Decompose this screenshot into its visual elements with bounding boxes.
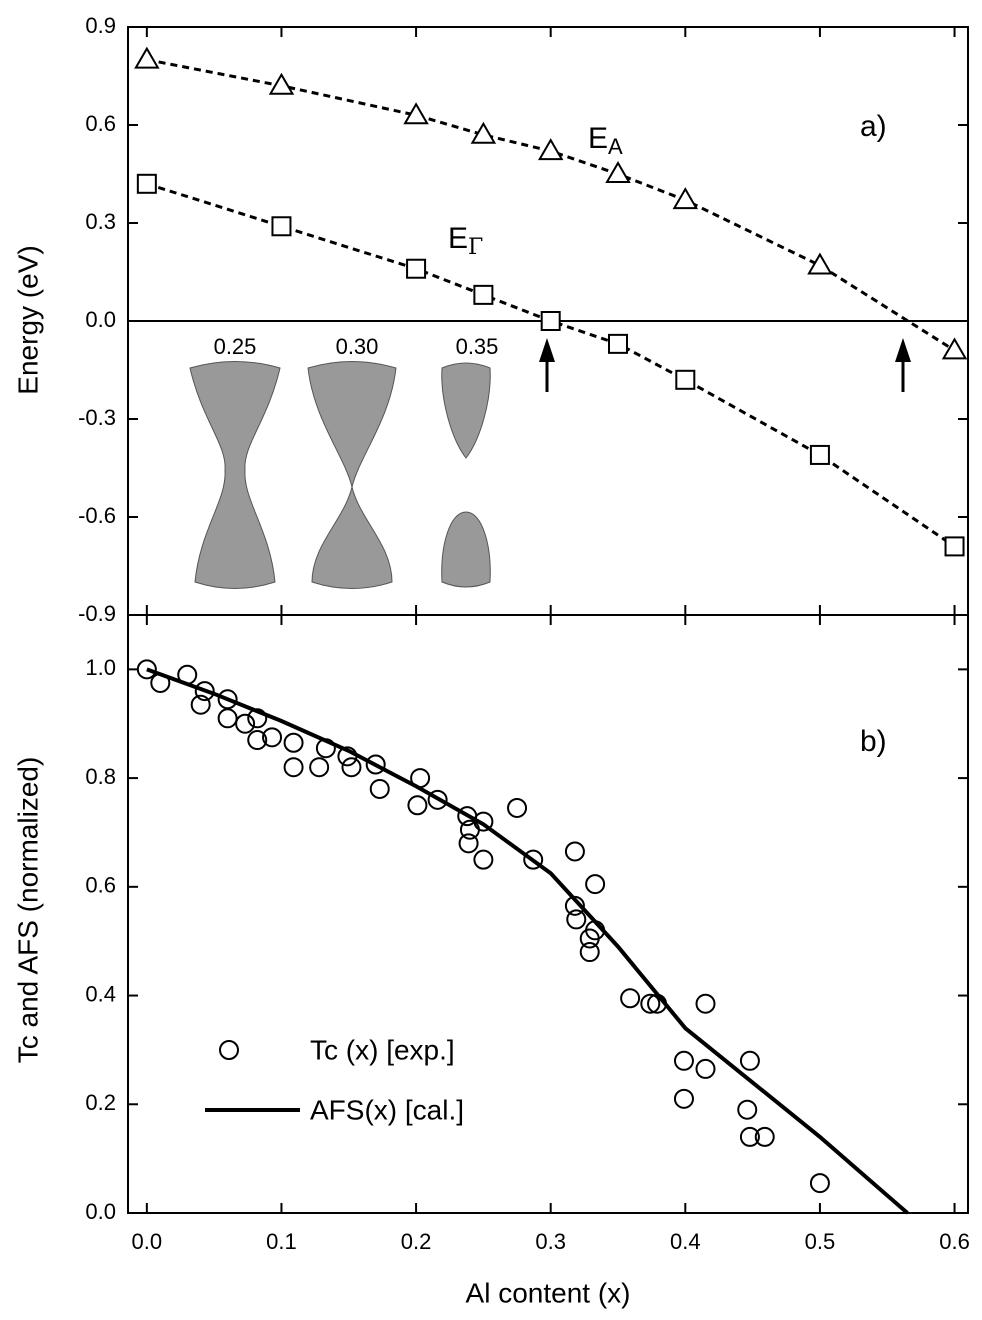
triangle-marker [403,102,429,125]
legend-label: AFS(x) [cal.] [310,1094,464,1125]
circle-marker [585,874,606,895]
y-tick-label: 0.9 [85,13,116,38]
circle-marker [190,694,211,715]
circle-marker [754,1126,775,1147]
circle-marker [365,754,386,775]
x-tick-label: 0.5 [805,1229,836,1254]
x-tick-label: 0.2 [401,1229,432,1254]
triangle-marker [672,187,699,210]
inset-label: 0.30 [336,334,379,359]
arrows [539,338,911,392]
panel-label: a) [860,110,887,143]
series-line [146,58,956,352]
circle-marker [739,1050,760,1071]
circle-marker [341,757,362,778]
triangle-marker [605,161,631,183]
legend-marker [219,1040,239,1060]
square-marker [473,284,494,305]
circle-marker [458,833,479,854]
circle-marker [309,757,330,778]
x-tick-label: 0.6 [939,1229,970,1254]
circle-marker [523,849,544,870]
y-tick-label: 0.3 [85,209,116,234]
annotation-text: E [448,222,468,255]
circle-marker [739,1126,760,1147]
circle-marker [737,1099,758,1120]
square-marker [675,369,696,390]
y-tick-label: 0.6 [85,111,116,136]
triangle-marker [134,46,160,69]
annotation: EA [588,122,623,159]
y-tick-label: 0.6 [85,873,116,898]
plot-frame [127,614,969,1214]
circle-marker [459,819,480,840]
series-line [146,667,909,1215]
circle-marker [507,797,528,818]
circle-marker [640,993,661,1014]
circle-marker [427,789,448,810]
circle-marker [673,1088,694,1109]
x-axis-label: Al content (x) [466,1277,631,1308]
circle-marker [695,993,716,1014]
circle-marker [194,681,215,702]
panel-label: b) [860,725,887,758]
annotation-text: E [588,122,608,155]
circle-marker [217,708,238,729]
x-tick-label: 0.3 [535,1229,566,1254]
y-tick-label: 0.0 [85,307,116,332]
circle-marker [473,849,494,870]
x-tick-label: 0.4 [670,1229,701,1254]
circle-marker [407,795,428,816]
circle-marker [695,1058,716,1079]
y-tick-label: -0.9 [78,601,116,626]
square-marker [608,333,628,354]
circle-marker [262,727,283,748]
x-tick-label: 0.0 [132,1229,163,1254]
square-marker [406,258,427,279]
circle-marker [579,942,600,963]
inset-label: 0.25 [214,334,257,359]
circle-marker [473,811,494,832]
square-marker [540,311,561,331]
circle-marker [566,909,587,930]
legend-label: Tc (x) [exp.] [310,1034,455,1065]
circle-marker [283,757,304,778]
triangle-marker [941,337,968,360]
fermi-surface-insets [189,361,491,589]
y-tick-label: 1.0 [85,655,116,680]
triangle-marker [268,72,295,95]
x-tick-label: 0.1 [266,1229,297,1254]
inset-label: 0.35 [456,334,499,359]
circle-marker [809,1173,830,1194]
y-tick-label: 0.8 [85,764,116,789]
triangle-marker [537,138,564,161]
annotation: EΓ [448,222,483,260]
square-marker [944,536,965,557]
y-axis-label: Energy (eV) [12,245,43,394]
y-tick-label: -0.3 [78,405,116,430]
triangle-marker [470,121,497,144]
square-marker [136,173,157,194]
y-tick-label: -0.6 [78,503,116,528]
square-marker [809,444,830,465]
circle-marker [217,689,238,710]
square-marker [271,216,292,237]
circle-marker [283,732,304,753]
circle-marker [564,841,585,862]
y-axis-label: Tc and AFS (normalized) [12,757,43,1064]
circle-marker [136,659,157,680]
y-tick-label: 0.2 [85,1090,116,1115]
annotation-sub: Γ [468,235,483,260]
triangle-marker [807,252,833,275]
circle-marker [247,730,268,751]
circle-marker [620,988,641,1009]
circle-marker [673,1050,694,1071]
circle-marker [235,713,256,734]
y-tick-label: 0.0 [85,1199,116,1224]
y-tick-label: 0.4 [85,981,116,1006]
circle-marker [369,778,390,799]
annotation-sub: A [608,134,623,159]
